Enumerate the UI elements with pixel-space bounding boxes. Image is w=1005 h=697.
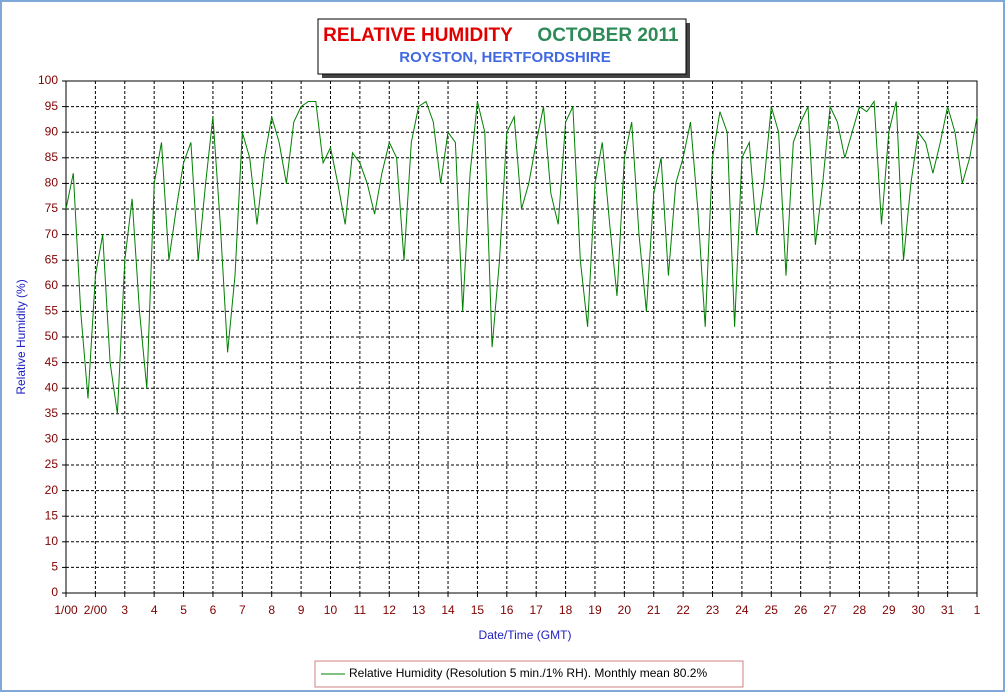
- x-tick-label: 7: [239, 603, 246, 617]
- x-tick-label: 27: [823, 603, 837, 617]
- y-tick-label: 100: [38, 73, 58, 87]
- x-axis-label: Date/Time (GMT): [479, 628, 572, 642]
- y-tick-label: 35: [45, 406, 59, 420]
- x-tick-label: 8: [268, 603, 275, 617]
- y-tick-label: 60: [45, 278, 59, 292]
- x-tick-label: 22: [676, 603, 690, 617]
- x-tick-label: 14: [441, 603, 455, 617]
- y-tick-label: 80: [45, 176, 59, 190]
- y-tick-label: 65: [45, 252, 59, 266]
- x-tick-label: 3: [121, 603, 128, 617]
- x-tick-label: 16: [500, 603, 514, 617]
- x-tick-label: 10: [324, 603, 338, 617]
- y-tick-label: 85: [45, 150, 59, 164]
- data-line: [65, 100, 978, 414]
- x-tick-label: 17: [530, 603, 544, 617]
- y-tick-label: 95: [45, 99, 59, 113]
- y-tick-label: 5: [51, 560, 58, 574]
- y-tick-label: 55: [45, 304, 59, 318]
- y-tick-label: 0: [51, 585, 58, 599]
- x-tick-label: 1: [974, 603, 981, 617]
- legend-box: [314, 660, 744, 688]
- x-tick-label: 23: [706, 603, 720, 617]
- x-tick-label: 15: [471, 603, 485, 617]
- title-box: [317, 18, 687, 75]
- x-tick-label: 29: [882, 603, 896, 617]
- x-tick-label: 18: [559, 603, 573, 617]
- x-tick-label: 2/00: [84, 603, 108, 617]
- y-tick-label: 70: [45, 227, 59, 241]
- x-tick-label: 28: [853, 603, 867, 617]
- y-tick-label: 30: [45, 432, 59, 446]
- x-tick-label: 26: [794, 603, 808, 617]
- y-tick-label: 75: [45, 201, 59, 215]
- y-tick-label: 15: [45, 508, 59, 522]
- y-tick-label: 90: [45, 124, 59, 138]
- x-tick-label: 31: [941, 603, 955, 617]
- x-tick-label: 21: [647, 603, 661, 617]
- chart-subtitle: ROYSTON, HERTFORDSHIRE: [399, 49, 610, 66]
- y-tick-label: 50: [45, 329, 59, 343]
- x-tick-label: 19: [588, 603, 602, 617]
- x-tick-label: 1/00: [54, 603, 78, 617]
- x-tick-label: 4: [151, 603, 158, 617]
- y-tick-label: 10: [45, 534, 59, 548]
- x-tick-label: 11: [354, 603, 367, 617]
- chart-title: RELATIVE HUMIDITY: [323, 25, 513, 46]
- y-tick-label: 20: [45, 483, 59, 497]
- x-tick-label: 20: [618, 603, 632, 617]
- x-tick-label: 5: [180, 603, 187, 617]
- chart-title-period: OCTOBER 2011: [537, 25, 679, 46]
- x-tick-label: 25: [765, 603, 779, 617]
- y-tick-label: 40: [45, 380, 59, 394]
- x-tick-label: 13: [412, 603, 426, 617]
- plot-border: [65, 80, 978, 594]
- x-tick-label: 24: [735, 603, 749, 617]
- legend-label: Relative Humidity (Resolution 5 min./1% …: [349, 666, 707, 680]
- y-axis-label: Relative Humidity (%): [14, 279, 28, 394]
- y-tick-label: 45: [45, 355, 59, 369]
- x-tick-label: 6: [210, 603, 217, 617]
- x-tick-label: 9: [298, 603, 305, 617]
- x-tick-label: 12: [383, 603, 397, 617]
- y-tick-label: 25: [45, 457, 59, 471]
- x-tick-label: 30: [912, 603, 926, 617]
